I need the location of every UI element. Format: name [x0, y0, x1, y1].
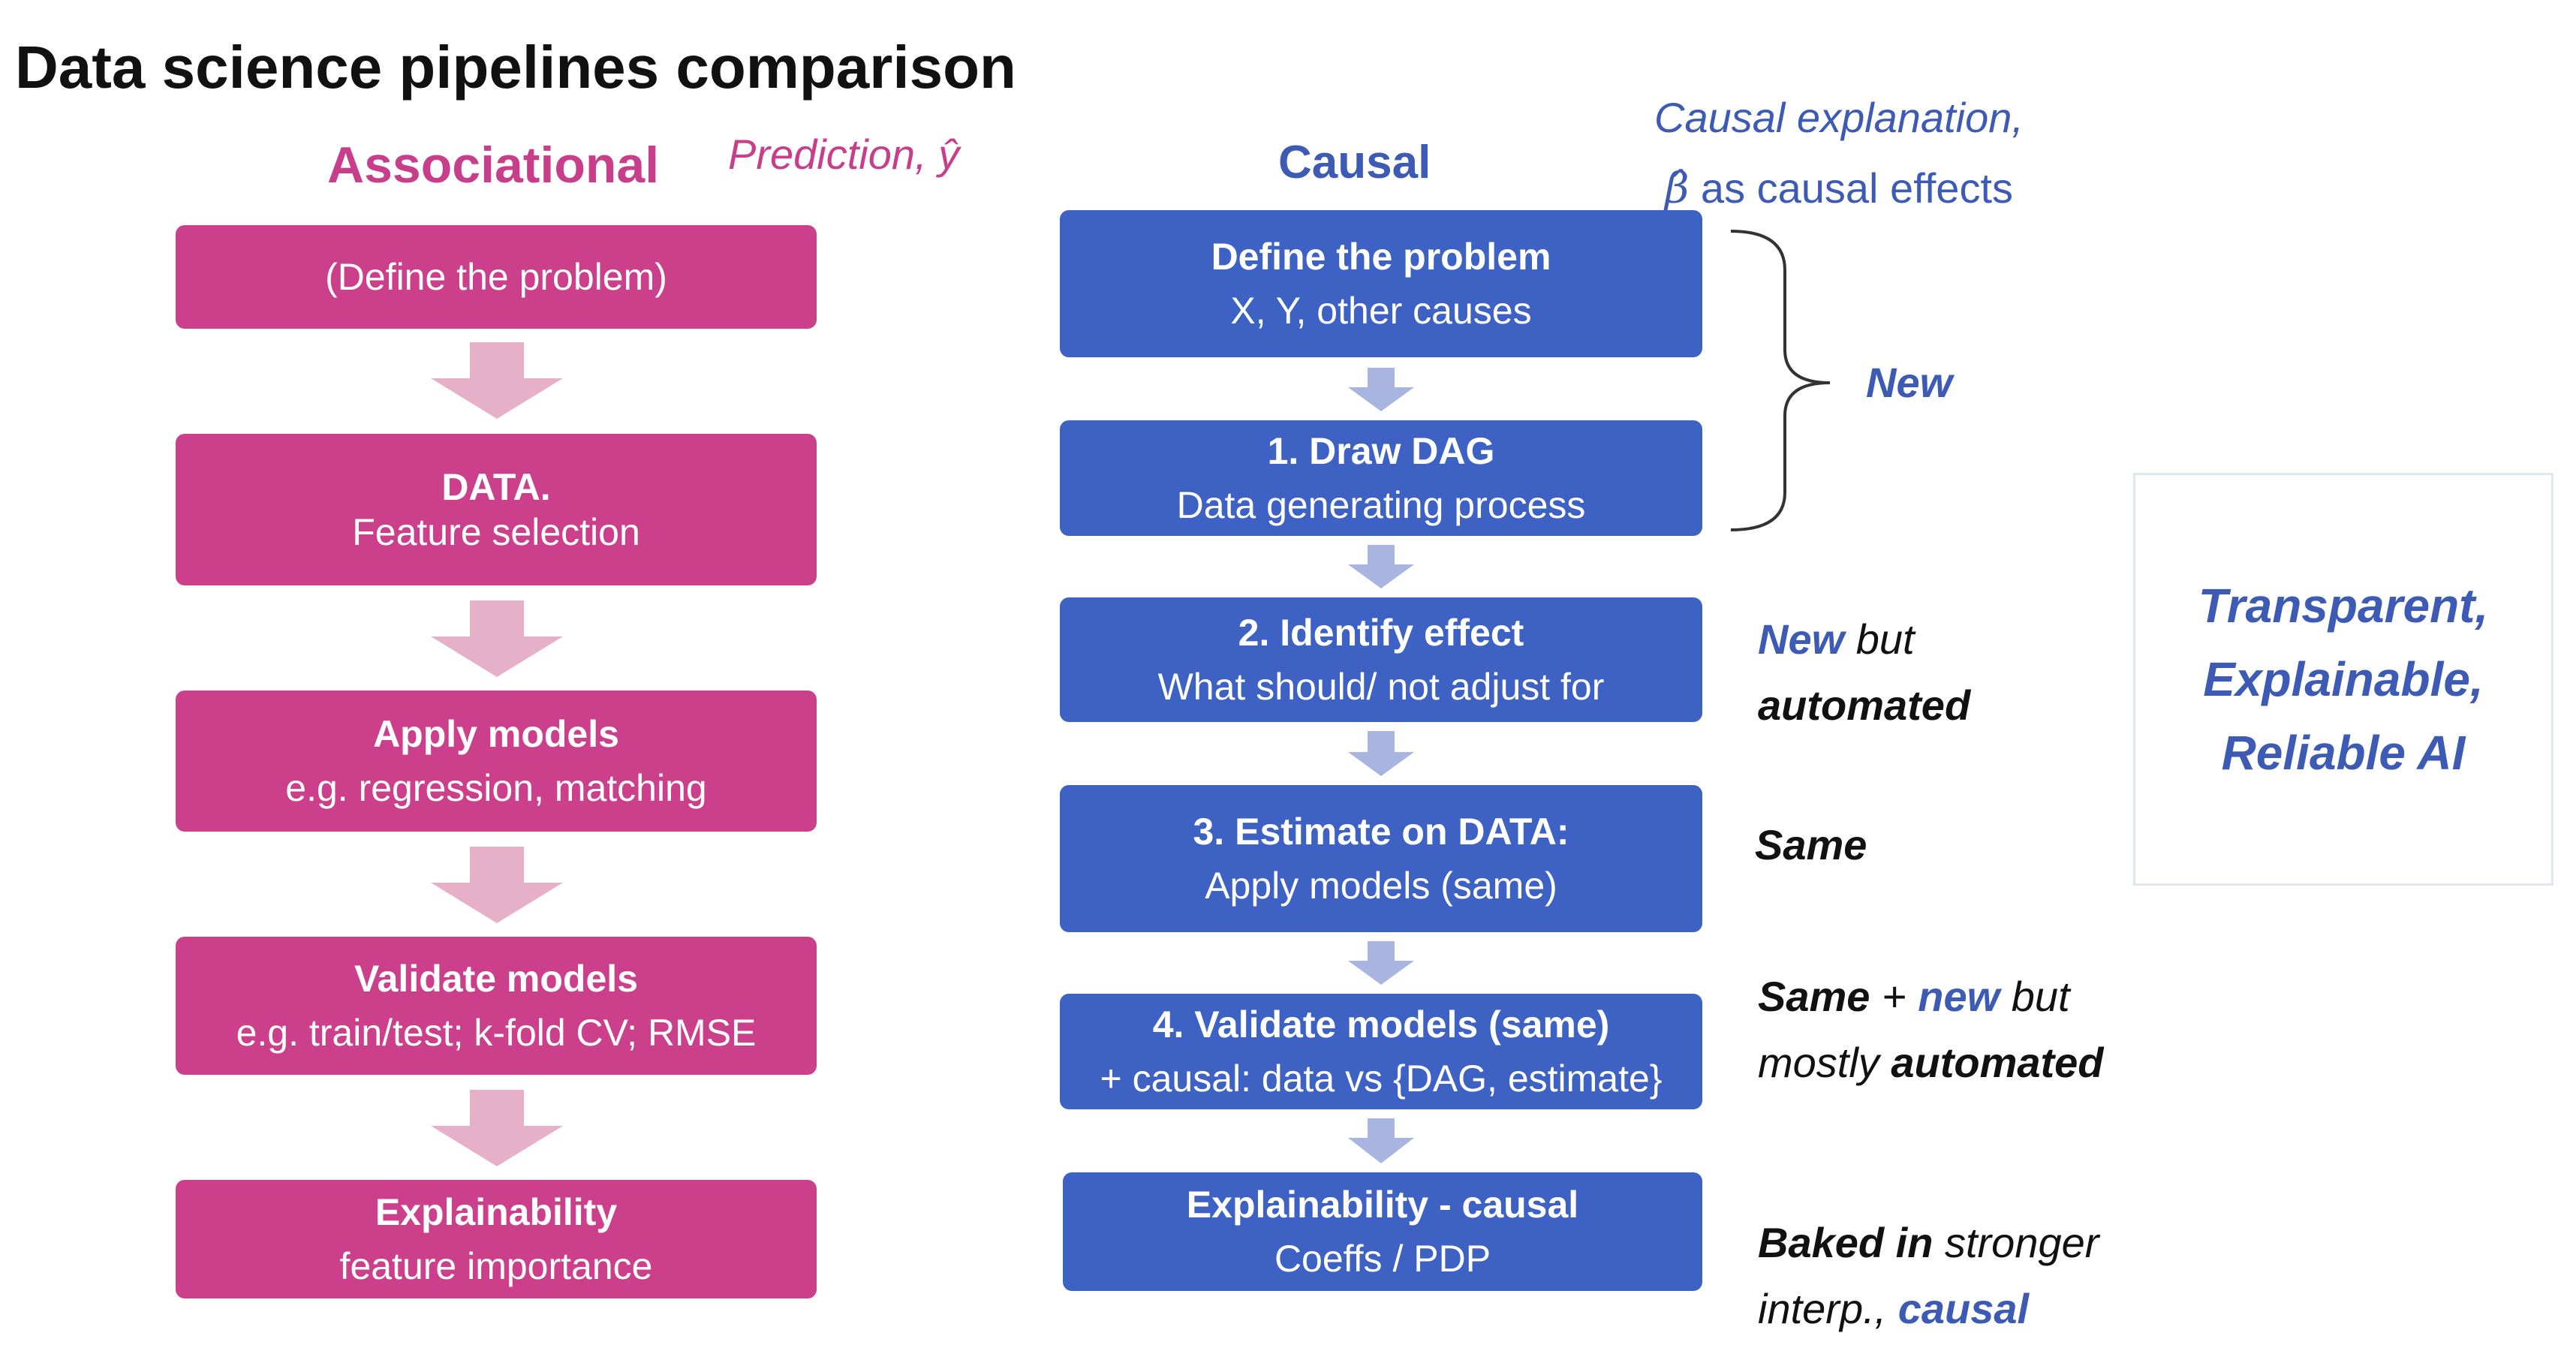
causal-header: Causal [1278, 137, 1431, 188]
causal-step-identify-effect: 2. Identify effect What should/ not adju… [1060, 597, 1702, 722]
note-new: New [1866, 350, 1952, 416]
note-validate: Same + new but mostly automated [1758, 964, 2104, 1096]
assoc-step-body: Feature selection [352, 511, 640, 553]
assoc-step-define-problem: (Define the problem) [176, 225, 817, 329]
assoc-step-head: Explainability [375, 1191, 618, 1233]
causal-step-body: X, Y, other causes [1230, 290, 1532, 332]
assoc-step-head: DATA. [441, 466, 551, 508]
assoc-step-explainability: Explainability feature importance [176, 1180, 817, 1298]
causal-arrow-3 [1348, 731, 1414, 776]
note-identify-automated: automated [1758, 682, 1971, 729]
assoc-step-head: Validate models [354, 958, 638, 1000]
note-explain-baked: Baked in [1758, 1219, 1934, 1266]
note-validate-plus: + [1870, 973, 1918, 1020]
causal-explanation-line2-text: as causal effects [1689, 164, 2014, 212]
causal-step-body: Data generating process [1176, 484, 1586, 526]
causal-step-body: + causal: data vs {DAG, estimate} [1100, 1058, 1663, 1100]
note-estimate: Same [1755, 812, 1867, 878]
causal-step-head: 4. Validate models (same) [1152, 1003, 1610, 1046]
causal-explanation-line2: β̂ as causal effects [1614, 153, 2064, 224]
assoc-step-body: e.g. regression, matching [285, 767, 707, 809]
causal-arrow-2 [1348, 545, 1414, 588]
prediction-label: Prediction, ŷ [728, 131, 960, 178]
assoc-step-apply-models: Apply models e.g. regression, matching [176, 691, 817, 832]
note-identify: New but automated [1758, 606, 1970, 739]
note-identify-but: but [1844, 615, 1915, 663]
causal-step-head: 1. Draw DAG [1267, 430, 1495, 472]
new-steps-brace [1730, 230, 1831, 531]
causal-arrow-5 [1348, 1118, 1414, 1163]
assoc-arrow-4 [431, 1090, 563, 1166]
note-validate-but: but [2000, 973, 2070, 1020]
note-explain-causal: causal [1897, 1285, 2030, 1332]
panel-text: Transparent, Explainable, Reliable AI [2198, 579, 2489, 780]
causal-step-head: 3. Estimate on DATA: [1193, 811, 1569, 853]
causal-step-body: Coeffs / PDP [1274, 1238, 1491, 1280]
causal-step-estimate: 3. Estimate on DATA: Apply models (same) [1060, 785, 1702, 932]
note-validate-mostly: mostly [1758, 1039, 1891, 1086]
beta-hat-symbol: β̂ [1664, 164, 1690, 213]
note-validate-new: new [1918, 973, 2000, 1020]
causal-step-body: Apply models (same) [1205, 865, 1557, 907]
assoc-step-validate-models: Validate models e.g. train/test; k-fold … [176, 937, 817, 1075]
note-new-text: New [1866, 359, 1953, 406]
note-validate-same: Same [1758, 973, 1870, 1020]
causal-step-head: Define the problem [1211, 236, 1551, 278]
assoc-arrow-3 [431, 847, 563, 923]
note-estimate-same: Same [1755, 821, 1867, 868]
assoc-step-head: Apply models [373, 713, 619, 755]
page-title: Data science pipelines comparison [15, 34, 1016, 101]
causal-step-define-problem: Define the problem X, Y, other causes [1060, 210, 1702, 357]
causal-step-explainability: Explainability - causal Coeffs / PDP [1063, 1172, 1702, 1291]
note-validate-automated: automated [1891, 1039, 2104, 1086]
assoc-step-body: feature importance [339, 1245, 653, 1287]
assoc-step-body: (Define the problem) [325, 256, 667, 298]
causal-arrow-4 [1348, 941, 1414, 985]
associational-header: Associational [327, 137, 660, 194]
assoc-arrow-1 [431, 342, 563, 419]
note-explain-stronger: stronger [1933, 1219, 2099, 1266]
transparent-ai-panel: Transparent, Explainable, Reliable AI [2133, 473, 2553, 886]
causal-step-head: 2. Identify effect [1238, 612, 1524, 654]
causal-explanation-line1: Causal explanation, [1654, 94, 2024, 141]
note-explain-interp: interp., [1758, 1285, 1898, 1332]
note-identify-new: New [1758, 615, 1845, 663]
causal-step-draw-dag: 1. Draw DAG Data generating process [1060, 420, 1702, 536]
note-explain: Baked in stronger interp., causal [1758, 1210, 2099, 1342]
assoc-step-data: DATA. Feature selection [176, 434, 817, 585]
assoc-step-body: e.g. train/test; k-fold CV; RMSE [236, 1012, 757, 1054]
causal-explanation-label: Causal explanation, β̂ as causal effects [1614, 83, 2064, 224]
causal-step-body: What should/ not adjust for [1157, 666, 1605, 708]
assoc-arrow-2 [431, 600, 563, 677]
causal-step-head: Explainability - causal [1186, 1184, 1579, 1226]
causal-arrow-1 [1348, 368, 1414, 411]
causal-step-validate-models: 4. Validate models (same) + causal: data… [1060, 994, 1702, 1109]
